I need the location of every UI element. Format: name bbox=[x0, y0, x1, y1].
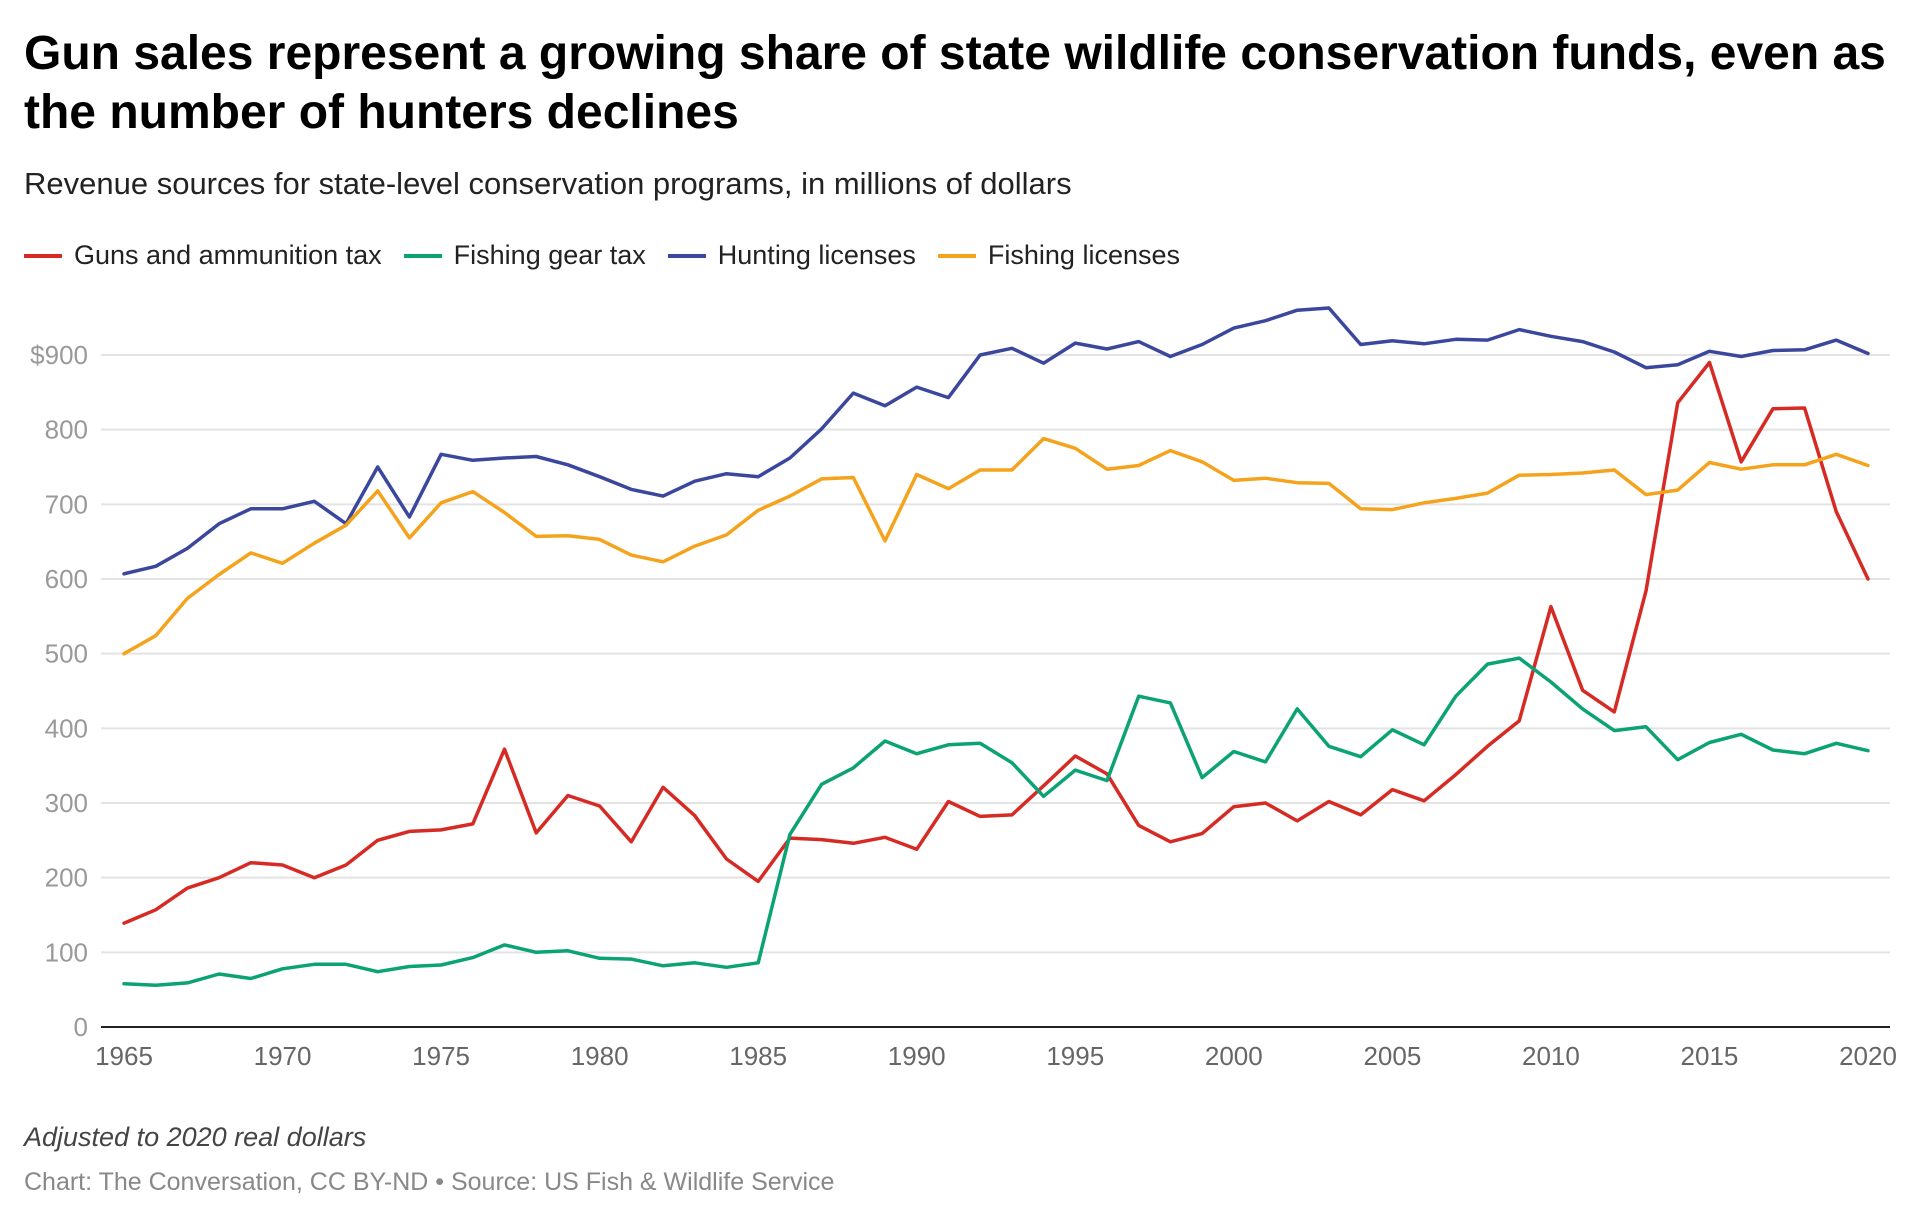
series-line-fishing-licenses bbox=[122, 436, 1870, 656]
y-tick-label: 200 bbox=[45, 863, 88, 893]
x-tick-label: 2020 bbox=[1839, 1041, 1897, 1071]
y-tick-label: 700 bbox=[45, 489, 88, 519]
legend-item-hunting: Hunting licenses bbox=[667, 240, 916, 271]
y-tick-label: 100 bbox=[45, 937, 88, 967]
x-tick-label: 1995 bbox=[1046, 1041, 1104, 1071]
x-tick-label: 2015 bbox=[1681, 1041, 1739, 1071]
series-line-guns-and-ammunition-tax bbox=[122, 360, 1870, 925]
y-tick-label: 500 bbox=[45, 639, 88, 669]
chart-source: Chart: The Conversation, CC BY-ND • Sour… bbox=[24, 1168, 835, 1196]
y-tick-label: 600 bbox=[45, 564, 88, 594]
y-tick-label: $900 bbox=[30, 340, 88, 370]
x-tick-label: 2000 bbox=[1205, 1041, 1263, 1071]
x-tick-label: 1990 bbox=[888, 1041, 946, 1071]
legend-label: Fishing gear tax bbox=[453, 240, 646, 270]
x-tick-label: 1970 bbox=[254, 1041, 312, 1071]
series-line-fishing-gear-tax bbox=[122, 656, 1870, 987]
legend-item-fishing-licenses: Fishing licenses bbox=[937, 240, 1180, 271]
legend-swatch bbox=[667, 253, 706, 258]
y-tick-label: 300 bbox=[45, 788, 88, 818]
legend-swatch bbox=[937, 253, 976, 258]
x-tick-label: 2005 bbox=[1363, 1041, 1421, 1071]
legend-swatch bbox=[403, 253, 442, 258]
legend-item-guns: Guns and ammunition tax bbox=[24, 240, 382, 271]
legend-label: Fishing licenses bbox=[987, 240, 1180, 270]
legend-swatch bbox=[24, 253, 62, 258]
series-line-hunting-licenses bbox=[122, 306, 1870, 576]
x-tick-label: 2010 bbox=[1522, 1041, 1580, 1071]
y-tick-label: 400 bbox=[45, 713, 88, 743]
chart-subtitle: Revenue sources for state-level conserva… bbox=[24, 166, 1072, 201]
y-tick-label: 0 bbox=[74, 1012, 88, 1042]
x-tick-label: 1965 bbox=[95, 1041, 153, 1071]
legend-label: Hunting licenses bbox=[717, 240, 916, 270]
legend: Guns and ammunition tax Fishing gear tax… bbox=[24, 240, 1180, 271]
x-tick-label: 1975 bbox=[412, 1041, 470, 1071]
x-tick-label: 1980 bbox=[571, 1041, 629, 1071]
x-tick-label: 1985 bbox=[729, 1041, 787, 1071]
y-tick-label: 800 bbox=[45, 415, 88, 445]
legend-item-fishing-gear: Fishing gear tax bbox=[403, 240, 646, 271]
legend-label: Guns and ammunition tax bbox=[74, 240, 382, 270]
chart-note: Adjusted to 2020 real dollars bbox=[24, 1122, 367, 1152]
chart-title: Gun sales represent a growing share of s… bbox=[24, 27, 1886, 139]
